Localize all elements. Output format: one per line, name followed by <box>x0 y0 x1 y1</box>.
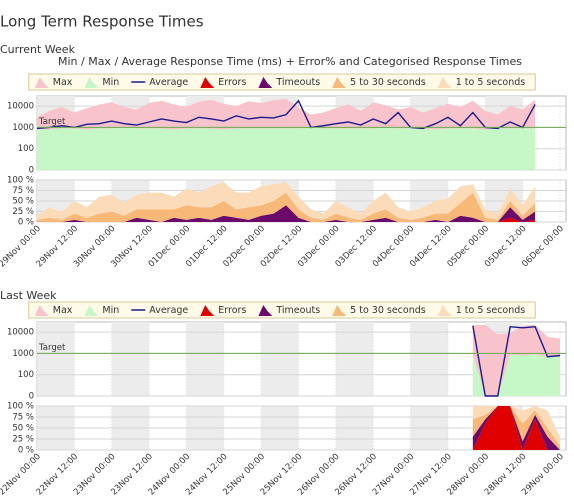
legend-marker <box>437 77 452 88</box>
night-shading <box>335 322 374 396</box>
y2-tick-label: 25 % <box>12 207 34 217</box>
chart-title: Min / Max / Average Response Time (ms) +… <box>58 55 522 68</box>
y-tick-label: 100 <box>18 144 34 154</box>
category-area <box>37 182 536 220</box>
category-area <box>37 205 536 222</box>
target-label: Target <box>38 343 66 353</box>
y2-tick-label: 75 % <box>12 413 34 423</box>
legend-label: Max <box>53 77 73 88</box>
legend-marker <box>84 77 99 88</box>
legend-marker <box>34 77 49 88</box>
category-area <box>472 406 560 450</box>
section-heading: Last Week <box>0 289 57 302</box>
legend-marker <box>84 305 99 316</box>
legend-label: Errors <box>218 77 246 88</box>
legend-label: Errors <box>218 305 246 316</box>
legend-label: Timeouts <box>275 77 320 88</box>
y2-tick-label: 100 % <box>7 402 34 412</box>
night-shading <box>261 322 299 396</box>
y2-tick-label: 0 % <box>18 446 34 456</box>
page-title: Long Term Response Times <box>0 13 204 31</box>
y2-tick-label: 50 % <box>12 424 34 434</box>
legend-label: Average <box>149 77 188 88</box>
y-tick-label: 10000 <box>7 328 34 338</box>
y2-tick-label: 50 % <box>12 197 34 207</box>
legend-marker <box>34 305 49 316</box>
range-area <box>37 127 536 170</box>
legend-label: 1 to 5 seconds <box>456 305 526 316</box>
legend-box <box>28 73 536 91</box>
legend-marker <box>332 77 347 88</box>
y2-tick-label: 75 % <box>12 186 34 196</box>
night-shading <box>410 322 448 396</box>
category-area <box>472 406 560 446</box>
legend-label: Average <box>149 305 188 316</box>
legend-label: Min <box>102 77 119 88</box>
section-heading: Current Week <box>0 43 76 56</box>
legend-marker <box>200 77 215 88</box>
y-tick-label: 1000 <box>12 123 34 133</box>
legend-label: 5 to 30 seconds <box>350 77 426 88</box>
legend-marker <box>258 77 273 88</box>
y2-tick-label: 25 % <box>12 435 34 445</box>
legend-label: Max <box>53 305 73 316</box>
category-area <box>37 192 536 222</box>
legend-marker <box>332 305 347 316</box>
legend-label: Timeouts <box>275 305 320 316</box>
average-line <box>36 99 536 130</box>
y-tick-label: 1000 <box>12 349 34 359</box>
range-area <box>472 353 560 396</box>
legend-marker <box>437 305 452 316</box>
y-tick-label: 0 <box>29 392 34 402</box>
category-area <box>472 406 560 450</box>
y-tick-label: 100 <box>18 370 34 380</box>
night-shading <box>37 322 75 396</box>
legend-box <box>28 301 536 319</box>
night-shading <box>186 322 224 396</box>
legend-label: Min <box>102 305 119 316</box>
legend-label: 5 to 30 seconds <box>350 305 426 316</box>
average-line <box>472 325 561 397</box>
legend-marker <box>258 305 273 316</box>
night-shading <box>111 322 150 396</box>
y-tick-label: 0 <box>29 166 34 176</box>
target-label: Target <box>38 117 66 127</box>
y2-tick-label: 100 % <box>7 176 34 186</box>
legend-label: 1 to 5 seconds <box>456 77 526 88</box>
legend-marker <box>200 305 215 316</box>
y-tick-label: 10000 <box>7 102 34 112</box>
y2-tick-label: 0 % <box>18 218 34 228</box>
